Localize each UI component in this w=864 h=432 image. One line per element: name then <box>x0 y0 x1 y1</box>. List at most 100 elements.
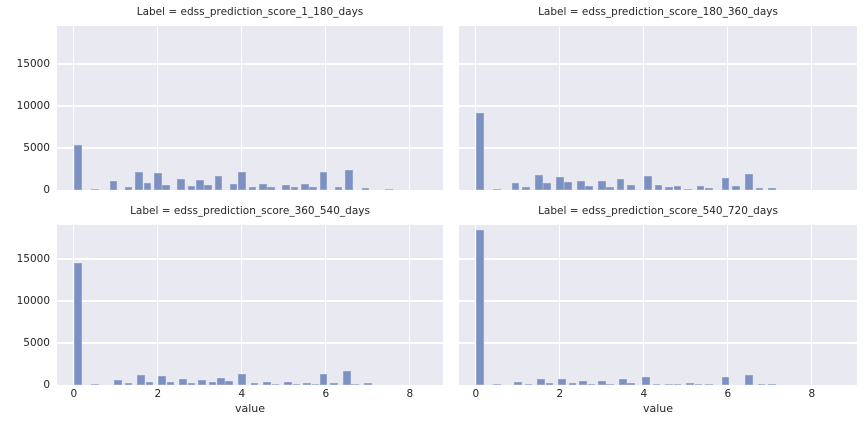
histogram-bar <box>644 176 652 190</box>
histogram-bar <box>114 379 122 385</box>
histogram-bar <box>757 384 766 385</box>
histogram-bar <box>263 381 271 385</box>
histogram-bar <box>91 384 99 385</box>
histogram-bar <box>309 187 317 190</box>
y-tick-label: 5000 <box>23 336 50 349</box>
histogram-bar <box>267 187 275 190</box>
histogram-bar <box>74 144 82 190</box>
histogram-bar <box>564 182 572 190</box>
x-tick-label: 2 <box>154 388 162 400</box>
x-tick-label: 0 <box>472 388 480 400</box>
histogram-bar <box>198 379 206 385</box>
histogram-bar <box>145 382 154 385</box>
histogram-bar <box>585 185 593 190</box>
histogram-bar <box>654 184 663 190</box>
histogram-bar <box>334 186 343 190</box>
histogram-bar <box>665 383 673 385</box>
histogram-bar <box>319 373 328 385</box>
histogram-bar <box>545 382 554 385</box>
histogram-bar <box>755 187 764 190</box>
histogram-panel-540-720 <box>459 225 857 385</box>
histogram-bar <box>364 382 372 385</box>
histogram-bar <box>684 189 692 190</box>
histogram-bar <box>208 382 217 385</box>
histogram-bar <box>745 173 753 190</box>
histogram-bar <box>301 184 309 190</box>
x-tick-label: 2 <box>556 388 564 400</box>
horizontal-gridline <box>57 63 443 65</box>
histogram-bar <box>238 171 246 190</box>
subplot-title-360-540: Label = edss_prediction_score_360_540_da… <box>130 205 370 217</box>
histogram-bar <box>673 384 682 385</box>
histogram-bar <box>524 384 533 385</box>
x-axis-label-left: value <box>234 402 266 415</box>
x-tick-label: 4 <box>640 388 648 400</box>
y-tick-label: 10000 <box>16 99 50 112</box>
vertical-gridline <box>73 26 75 190</box>
histogram-bar <box>311 384 320 385</box>
histogram-bar <box>259 183 267 190</box>
y-tick-label: 15000 <box>16 57 50 70</box>
histogram-bar <box>686 383 694 385</box>
horizontal-gridline <box>57 147 443 149</box>
histogram-bar <box>652 384 661 385</box>
x-tick-label: 8 <box>808 388 816 400</box>
histogram-bar <box>214 175 223 190</box>
subplot-title-1-180: Label = edss_prediction_score_1_180_days <box>136 6 364 18</box>
x-tick-label: 4 <box>238 388 246 400</box>
horizontal-gridline <box>57 300 443 302</box>
histogram-bar <box>250 382 259 385</box>
horizontal-gridline <box>459 300 857 302</box>
histogram-bar <box>476 230 484 385</box>
histogram-bar <box>135 171 143 190</box>
histogram-bar <box>162 184 170 190</box>
vertical-gridline <box>643 26 645 190</box>
vertical-gridline <box>475 225 477 385</box>
histogram-bar <box>351 383 359 385</box>
histogram-bar <box>721 177 730 190</box>
histogram-bar <box>137 374 145 385</box>
histogram-bar <box>154 172 162 190</box>
histogram-bar <box>598 380 606 385</box>
histogram-bar <box>543 183 551 190</box>
histogram-bar <box>579 381 587 385</box>
histogram-bar <box>694 384 703 385</box>
x-tick-label: 6 <box>724 388 732 400</box>
histogram-bar <box>303 382 311 385</box>
histogram-bar <box>179 379 187 385</box>
histogram-bar <box>514 381 522 385</box>
horizontal-gridline <box>459 342 857 344</box>
histogram-bar <box>696 185 705 190</box>
x-tick-label: 0 <box>70 388 78 400</box>
vertical-gridline <box>727 225 729 385</box>
vertical-gridline <box>157 225 159 385</box>
subplot-title-540-720: Label = edss_prediction_score_540_720_da… <box>538 205 778 217</box>
histogram-bar <box>721 376 730 385</box>
horizontal-gridline <box>57 105 443 107</box>
histogram-bar <box>109 181 118 190</box>
histogram-bar <box>577 180 585 190</box>
vertical-gridline <box>241 26 243 190</box>
histogram-bar <box>568 383 577 385</box>
histogram-bar <box>282 184 290 190</box>
histogram-bar <box>177 179 185 190</box>
vertical-gridline <box>409 26 411 190</box>
histogram-bar <box>476 112 484 190</box>
y-tick-label: 0 <box>43 183 50 196</box>
histogram-bar <box>345 169 353 190</box>
x-axis-label-right: value <box>642 402 674 415</box>
horizontal-gridline <box>57 258 443 260</box>
histogram-bar <box>196 179 204 190</box>
histogram-bar <box>493 188 501 190</box>
histogram-bar <box>558 378 566 385</box>
histogram-bar <box>768 187 776 190</box>
histogram-bar <box>768 384 776 385</box>
vertical-gridline <box>409 225 411 385</box>
vertical-gridline <box>73 225 75 385</box>
histogram-bar <box>705 383 713 385</box>
histogram-bar <box>343 370 351 385</box>
vertical-gridline <box>325 225 327 385</box>
horizontal-gridline <box>57 342 443 344</box>
histogram-panel-1-180 <box>57 26 443 190</box>
histogram-bar <box>229 184 238 190</box>
